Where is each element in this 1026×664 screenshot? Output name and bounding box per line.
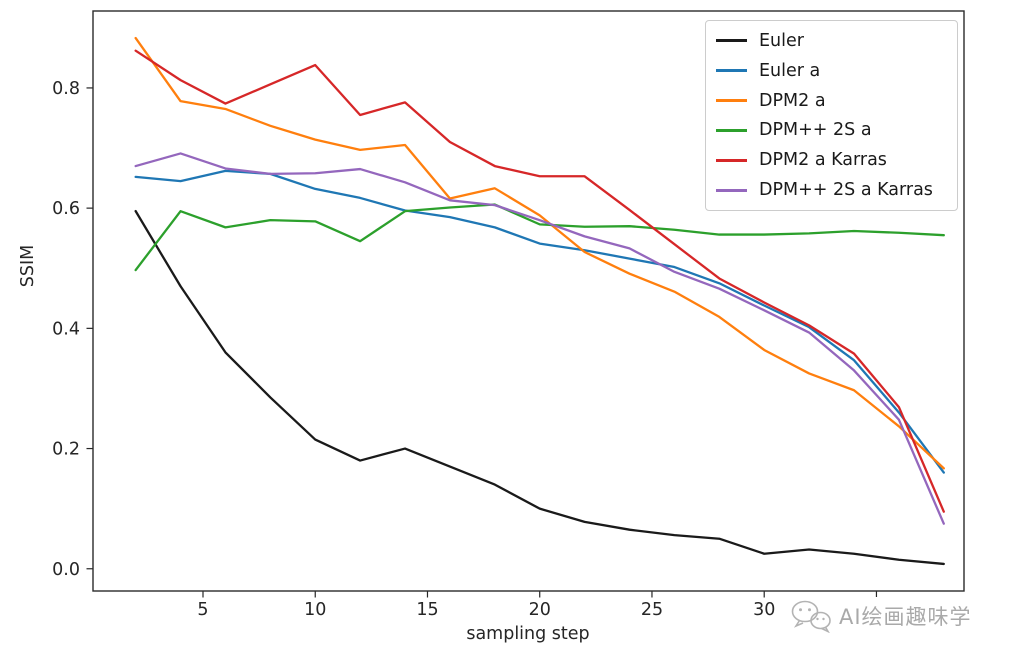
legend-label: DPM2 a Karras — [759, 150, 887, 171]
x-axis-title: sampling step — [466, 624, 590, 644]
series-line-dpm2-a-karras — [134, 49, 945, 513]
x-tick-label: 15 — [416, 600, 438, 620]
legend-item: DPM++ 2S a Karras — [716, 180, 947, 200]
legend-item: DPM2 a — [716, 91, 947, 111]
series-line-dpm-2s-a-karras — [134, 152, 945, 525]
wechat-icon — [791, 600, 831, 633]
y-tick-label: 0.0 — [52, 560, 80, 580]
legend-label: DPM2 a — [759, 90, 826, 111]
legend-item: Euler — [716, 31, 947, 51]
x-tick-label: 30 — [753, 600, 775, 620]
watermark-text: AI绘画趣味学 — [839, 605, 972, 629]
y-tick-label: 0.4 — [52, 319, 80, 339]
y-axis-title: SSIM — [18, 244, 38, 288]
y-tick-label: 0.6 — [52, 199, 80, 219]
x-tick-label: 25 — [641, 600, 663, 620]
legend-label: Euler — [759, 30, 804, 51]
legend-swatch — [716, 158, 747, 162]
series-line-dpm-2s-a — [134, 203, 945, 272]
legend-item: Euler a — [716, 61, 947, 81]
legend-swatch — [716, 69, 747, 73]
legend-label: DPM++ 2S a Karras — [759, 180, 933, 201]
x-tick-label: 10 — [304, 600, 326, 620]
series-line-euler — [134, 209, 945, 566]
x-tick-label: 20 — [529, 600, 551, 620]
legend: Euler Euler a DPM2 a DPM++ 2S a DPM2 a Karra… — [705, 20, 958, 211]
legend-swatch — [716, 99, 747, 103]
legend-item: DPM++ 2S a — [716, 120, 947, 140]
y-tick-label: 0.2 — [52, 440, 80, 460]
legend-item: DPM2 a Karras — [716, 150, 947, 170]
plot-border — [92, 10, 965, 592]
watermark: AI绘画趣味学 — [786, 597, 976, 635]
y-tick-label: 0.8 — [52, 79, 80, 99]
series-line-dpm2-a — [134, 36, 945, 470]
legend-label: DPM++ 2S a — [759, 120, 872, 141]
legend-swatch — [716, 128, 747, 132]
x-tick-label: 5 — [197, 600, 208, 620]
legend-swatch — [716, 188, 747, 192]
legend-swatch — [716, 39, 747, 43]
legend-label: Euler a — [759, 60, 821, 81]
